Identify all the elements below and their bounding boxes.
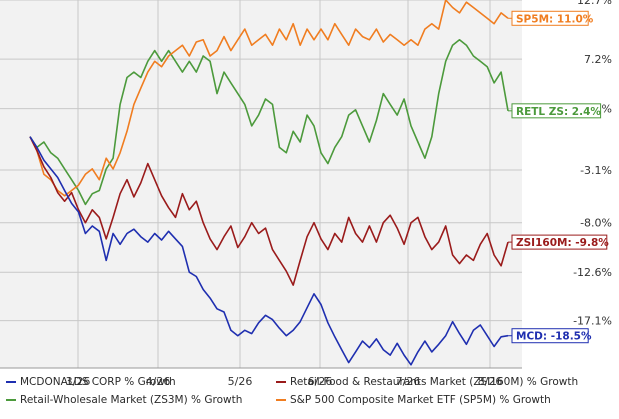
legend-label-zsi160m: Retail-Food & Restaurants Market (ZSI160… [290, 376, 579, 388]
y-tick-label: 7.2% [584, 53, 612, 66]
y-axis-tick-labels: 12.7%7.2%2.6%-3.1%-8.0%-12.6%-17.1% [573, 0, 612, 328]
legend-swatch-mcd [6, 381, 16, 383]
end-label-box-zs3m [511, 103, 602, 119]
legend-swatch-zs3m [6, 399, 16, 401]
legend-item-zs3m: Retail-Wholesale Market (ZS3M) % Growth [6, 394, 242, 406]
y-tick-label: -3.1% [580, 164, 612, 177]
legend-swatch-zsi160m [276, 381, 286, 383]
legend-label-mcd: MCDONALDS CORP % Growth [20, 376, 176, 388]
end-label-mcd: MCD: -18.5% [516, 331, 592, 343]
end-label-box-sp5m [511, 10, 589, 26]
series-line-mcd [29, 136, 509, 366]
plot-area [0, 0, 522, 368]
x-tick-label: 4/26 [146, 375, 171, 388]
legend-label-zs3m: Retail-Wholesale Market (ZS3M) % Growth [20, 394, 243, 406]
legend-item-sp5m: S&P 500 Composite Market ETF (SP5M) % Gr… [276, 394, 551, 406]
legend: MCDONALDS CORP % Growth Retail-Food & Re… [0, 374, 619, 419]
y-tick-label: -17.1% [573, 315, 612, 328]
series-line-zsi160m [29, 136, 509, 286]
x-tick-label: 8/26 [478, 375, 503, 388]
legend-label-sp5m: S&P 500 Composite Market ETF (SP5M) % Gr… [290, 394, 551, 406]
end-label-sp5m: SP5M: 11.0% [516, 13, 594, 25]
end-label-box-mcd [511, 328, 589, 344]
legend-item-zsi160m: Retail-Food & Restaurants Market (ZSI160… [276, 376, 578, 388]
y-tick-label: -12.6% [573, 266, 612, 279]
series-line-sp5m [29, 0, 509, 197]
x-tick-label: 7/26 [396, 375, 421, 388]
x-tick-label: 5/26 [228, 375, 253, 388]
legend-item-mcd: MCDONALDS CORP % Growth [6, 376, 176, 388]
series-lines [29, 0, 509, 366]
x-axis-tick-labels: 3/26 4/26 5/26 6/26 7/26 8/26 [66, 375, 503, 388]
legend-swatch-sp5m [276, 399, 286, 401]
y-tick-label: -8.0% [580, 217, 612, 230]
x-tick-label: 3/26 [66, 375, 91, 388]
end-label-zs3m: RETL ZS: 2.4% [516, 106, 601, 118]
y-tick-label: 12.7% [577, 0, 612, 7]
end-label-box-zsi160m [511, 234, 608, 250]
end-label-zsi160m: ZSI160M: -9.8% [516, 237, 609, 249]
x-tick-label: 6/26 [308, 375, 333, 388]
series-end-labels: MCD: -18.5% ZSI160M: -9.8% RETL ZS: 2.4% SP… [508, 10, 609, 344]
